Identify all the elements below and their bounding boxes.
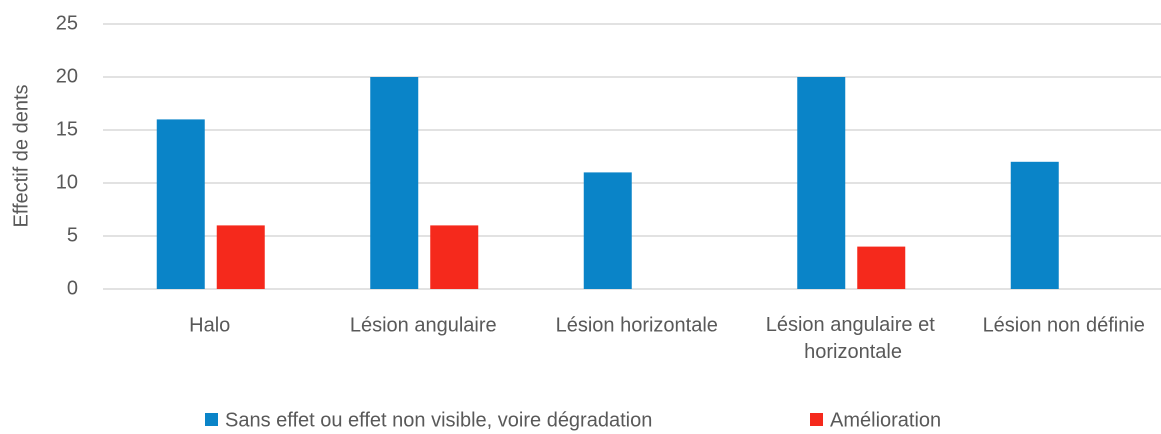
y-tick-label: 15 <box>56 118 78 140</box>
x-tick-label: Lésion horizontale <box>556 314 718 336</box>
bar <box>216 225 265 289</box>
y-tick-label: 0 <box>67 277 78 299</box>
bar <box>1010 161 1059 289</box>
y-tick-label: 10 <box>56 171 78 193</box>
y-tick-label: 5 <box>67 224 78 246</box>
bar <box>583 172 632 289</box>
y-tick-label: 25 <box>56 12 78 34</box>
y-tick-label: 20 <box>56 65 78 87</box>
bar <box>370 77 419 289</box>
legend-swatch <box>810 413 823 426</box>
y-axis-label: Effectif de dents <box>10 84 32 227</box>
bar <box>797 77 846 289</box>
bar <box>430 225 479 289</box>
x-tick-label: Lésion non définie <box>983 314 1145 336</box>
legend-label: Amélioration <box>830 409 941 431</box>
bar <box>857 246 906 289</box>
legend-label: Sans effet ou effet non visible, voire d… <box>225 409 652 431</box>
bar <box>156 119 205 290</box>
x-tick-label: Lésion angulaire <box>350 314 497 336</box>
legend-swatch <box>205 413 218 426</box>
x-tick-label: Lésion angulaire et horizontale <box>766 314 935 363</box>
x-tick-label: Halo <box>189 314 230 336</box>
